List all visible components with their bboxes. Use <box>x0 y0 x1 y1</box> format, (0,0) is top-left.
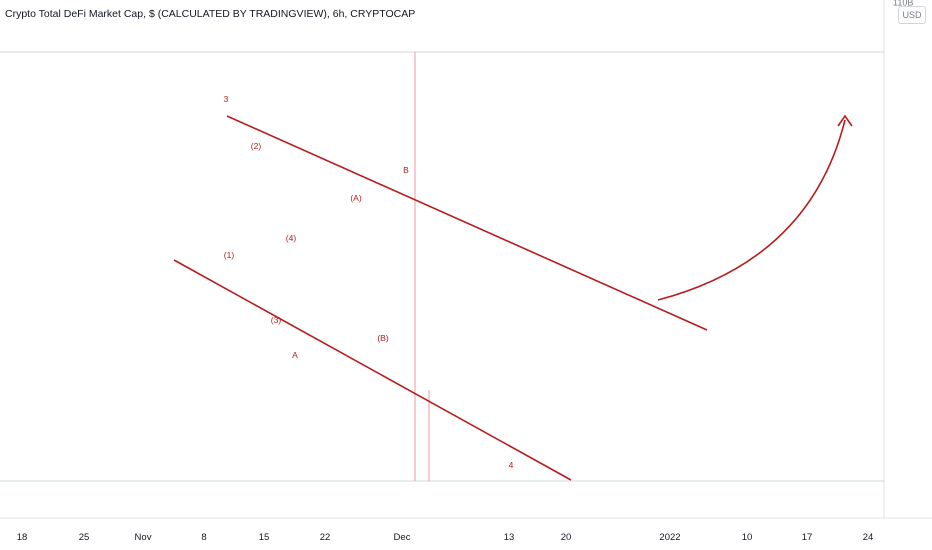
y-tick-label: 110B <box>893 0 913 8</box>
currency-button[interactable]: USD <box>898 6 926 24</box>
arrow-head-icon <box>837 114 853 127</box>
x-tick-label: Nov <box>135 532 152 543</box>
x-tick-label: 20 <box>561 532 572 543</box>
x-tick-label: 8 <box>201 532 206 543</box>
x-tick-label: 24 <box>863 532 874 543</box>
x-tick-label: 10 <box>742 532 753 543</box>
wave-label: B <box>403 165 409 175</box>
x-tick-label: 15 <box>259 532 270 543</box>
x-tick-label: Dec <box>394 532 411 543</box>
wave-label: (B) <box>377 333 389 343</box>
drawings-layer <box>173 114 853 481</box>
x-tick-label: 22 <box>320 532 331 543</box>
x-tick-label: 18 <box>17 532 28 543</box>
wave-label: (4) <box>286 233 297 243</box>
wave-label: (2) <box>251 141 262 151</box>
time-axis[interactable]: 18 25 Nov 8 15 22 Dec 13 20 2022 10 17 24 <box>0 517 932 543</box>
upper-trendline <box>226 115 708 331</box>
wave-label: 3 <box>224 94 229 104</box>
chart-title: Crypto Total DeFi Market Cap, $ (CALCULA… <box>5 8 416 20</box>
wave-label: (A) <box>350 193 362 203</box>
x-tick-label: 13 <box>504 532 515 543</box>
wave-label: A <box>292 350 298 360</box>
x-tick-label: 2022 <box>659 532 680 543</box>
price-axis[interactable]: 210B200B190B180B170B160B150B140B130B120B… <box>883 0 914 518</box>
x-tick-label: 25 <box>79 532 90 543</box>
lower-trendline <box>173 259 572 481</box>
wave-label: (1) <box>224 250 235 260</box>
x-tick-label: 17 <box>802 532 813 543</box>
reference-lines <box>0 51 884 482</box>
wave-label: 4 <box>509 460 514 470</box>
wave-label: (3) <box>271 315 282 325</box>
wave-labels: 3 (1) (2) (3) (4) A (A) B (B) 4 <box>224 94 514 470</box>
projection-arrow <box>657 119 846 301</box>
